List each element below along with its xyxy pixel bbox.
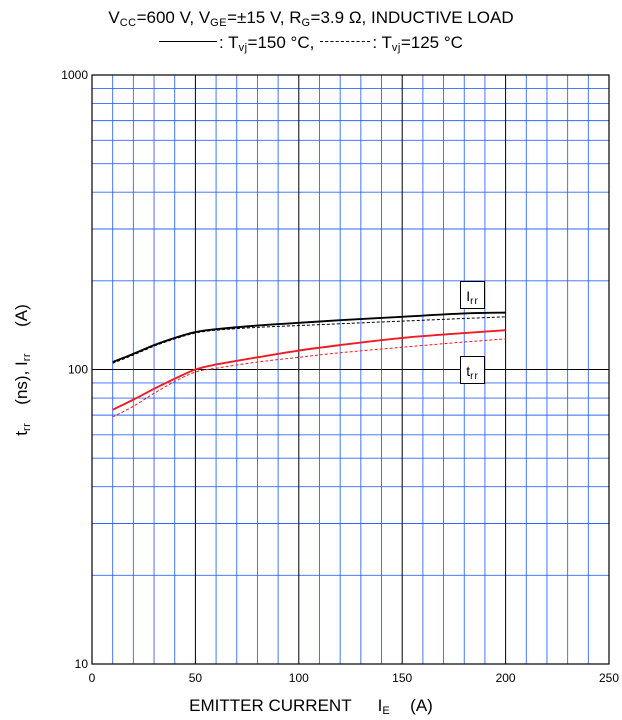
y-axis-label: trr(ns), Irr(A) <box>12 304 33 436</box>
caption-rg-sub: G <box>301 17 311 29</box>
annotation-trr-sub: rr <box>470 370 479 382</box>
plot-frame <box>91 74 610 665</box>
annotation-irr-sub: rr <box>470 296 479 308</box>
x-tick-label: 200 <box>496 671 516 685</box>
major-gridlines <box>91 74 610 665</box>
legend-solid-value: =150 °C, <box>247 33 315 52</box>
legend-dashed-t: : T <box>372 33 392 52</box>
y-tick-label: 1000 <box>61 68 88 82</box>
chart-caption-conditions: VCC=600 V, VGE=±15 V, RG=3.9 Ω, INDUCTIV… <box>0 8 622 29</box>
x-tick-label: 0 <box>89 671 96 685</box>
caption-vcc-sub: CC <box>119 17 137 29</box>
caption-vge-text: =600 V, V <box>136 8 211 27</box>
annotation-irr: Irr <box>460 281 485 310</box>
y-axis-label-i-sub: rr <box>21 352 33 362</box>
x-tick-label: 100 <box>289 671 309 685</box>
caption-vcc-symbol: V <box>108 8 120 27</box>
caption-load-text: =3.9 Ω, INDUCTIVE LOAD <box>310 8 514 27</box>
x-axis-label-sub: E <box>382 705 391 717</box>
x-tick-label: 150 <box>392 671 412 685</box>
y-axis-label-unit: (A) <box>12 304 31 327</box>
tick-labels: 0 50 100 150 200 250 10 100 1000 <box>61 68 619 685</box>
legend-dashed-value: =125 °C <box>400 33 463 52</box>
y-tick-label: 100 <box>68 363 88 377</box>
y-axis-label-t-sub: rr <box>21 422 33 432</box>
caption-rg-text: =±15 V, R <box>227 8 302 27</box>
x-tick-label: 50 <box>189 671 203 685</box>
irr-150c-series-line <box>112 311 506 363</box>
trr-150c-series-line <box>112 329 506 411</box>
annotation-trr-label: t <box>466 362 471 379</box>
x-tick-label: 250 <box>599 671 619 685</box>
trr-125c-series-line <box>112 338 506 418</box>
series-layer <box>112 311 506 418</box>
irr-125c-series-line <box>112 316 506 364</box>
legend-dashed-sub: vj <box>391 42 401 54</box>
annotation-irr-label: I <box>466 288 471 305</box>
x-axis-label-unit: (A) <box>410 696 433 715</box>
legend-dashed-line <box>320 41 371 43</box>
y-axis-label-t: t <box>12 431 31 436</box>
x-axis-label-symbol: I <box>377 696 383 715</box>
x-axis-label: EMITTER CURRENT IE (A) <box>0 696 622 717</box>
chart-legend: : Tvj=150 °C,: Tvj=125 °C <box>0 33 622 54</box>
legend-solid-sub: vj <box>238 42 248 54</box>
x-axis-label-text: EMITTER CURRENT <box>189 696 352 715</box>
annotation-trr: trr <box>460 355 485 384</box>
legend-solid-t: : T <box>219 33 239 52</box>
legend-solid-line <box>159 41 218 43</box>
y-tick-label: 10 <box>75 657 89 671</box>
caption-vge-sub: GE <box>210 17 228 29</box>
y-axis-label-mid: (ns), I <box>12 361 31 405</box>
